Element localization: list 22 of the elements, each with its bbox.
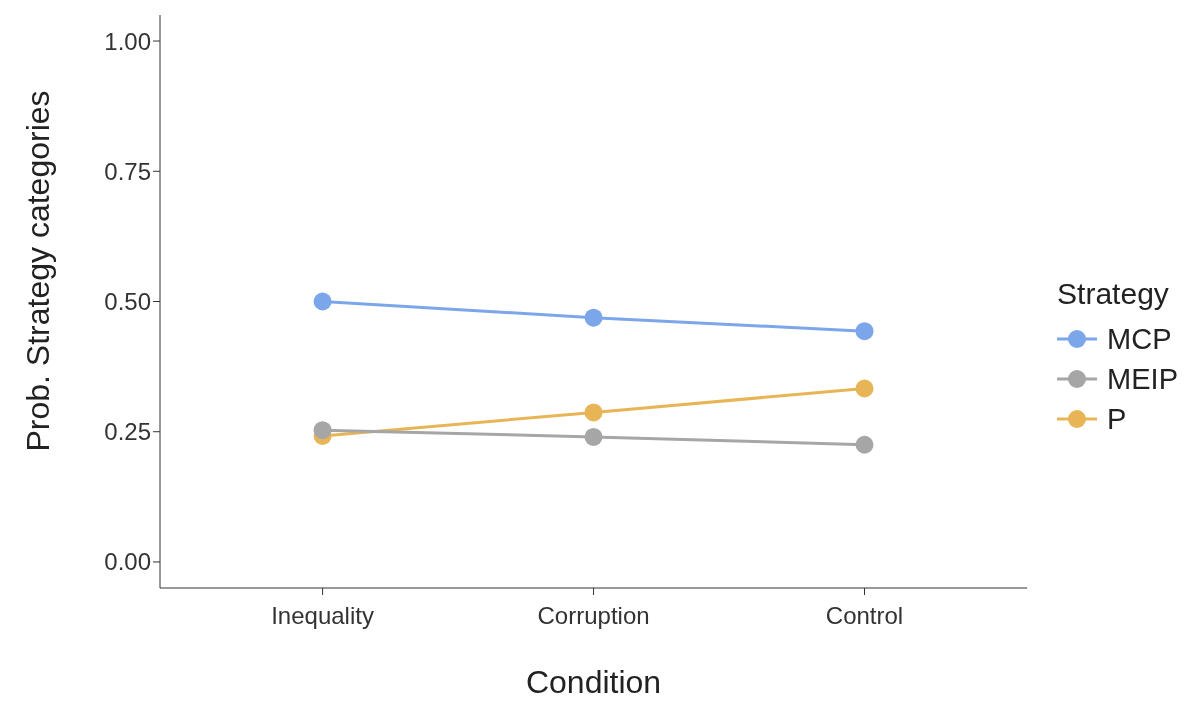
point <box>313 292 332 311</box>
y-tick-label: 0.75 <box>104 157 151 185</box>
y-tick-label: 0.50 <box>104 288 151 316</box>
x-tick-label: Inequality <box>271 602 374 630</box>
point <box>855 379 874 398</box>
y-tick-label: 0.25 <box>104 418 151 446</box>
point <box>584 403 603 422</box>
point <box>584 308 603 327</box>
point <box>855 435 874 454</box>
point <box>313 421 332 440</box>
point <box>584 427 603 446</box>
x-axis-title: Condition <box>525 664 662 700</box>
legend-label: MEIP <box>1107 362 1178 396</box>
x-tick-label: Control <box>825 602 904 630</box>
y-tick-label: 1.00 <box>104 27 151 55</box>
legend-title: Strategy <box>1057 277 1170 311</box>
point <box>855 322 874 341</box>
y-tick-label: 0.00 <box>104 548 151 576</box>
y-axis-title: Prob. Strategy categories <box>20 90 57 452</box>
legend-label: MCP <box>1107 322 1172 356</box>
legend-label: P <box>1107 402 1127 436</box>
x-tick-label: Corruption <box>537 602 650 630</box>
